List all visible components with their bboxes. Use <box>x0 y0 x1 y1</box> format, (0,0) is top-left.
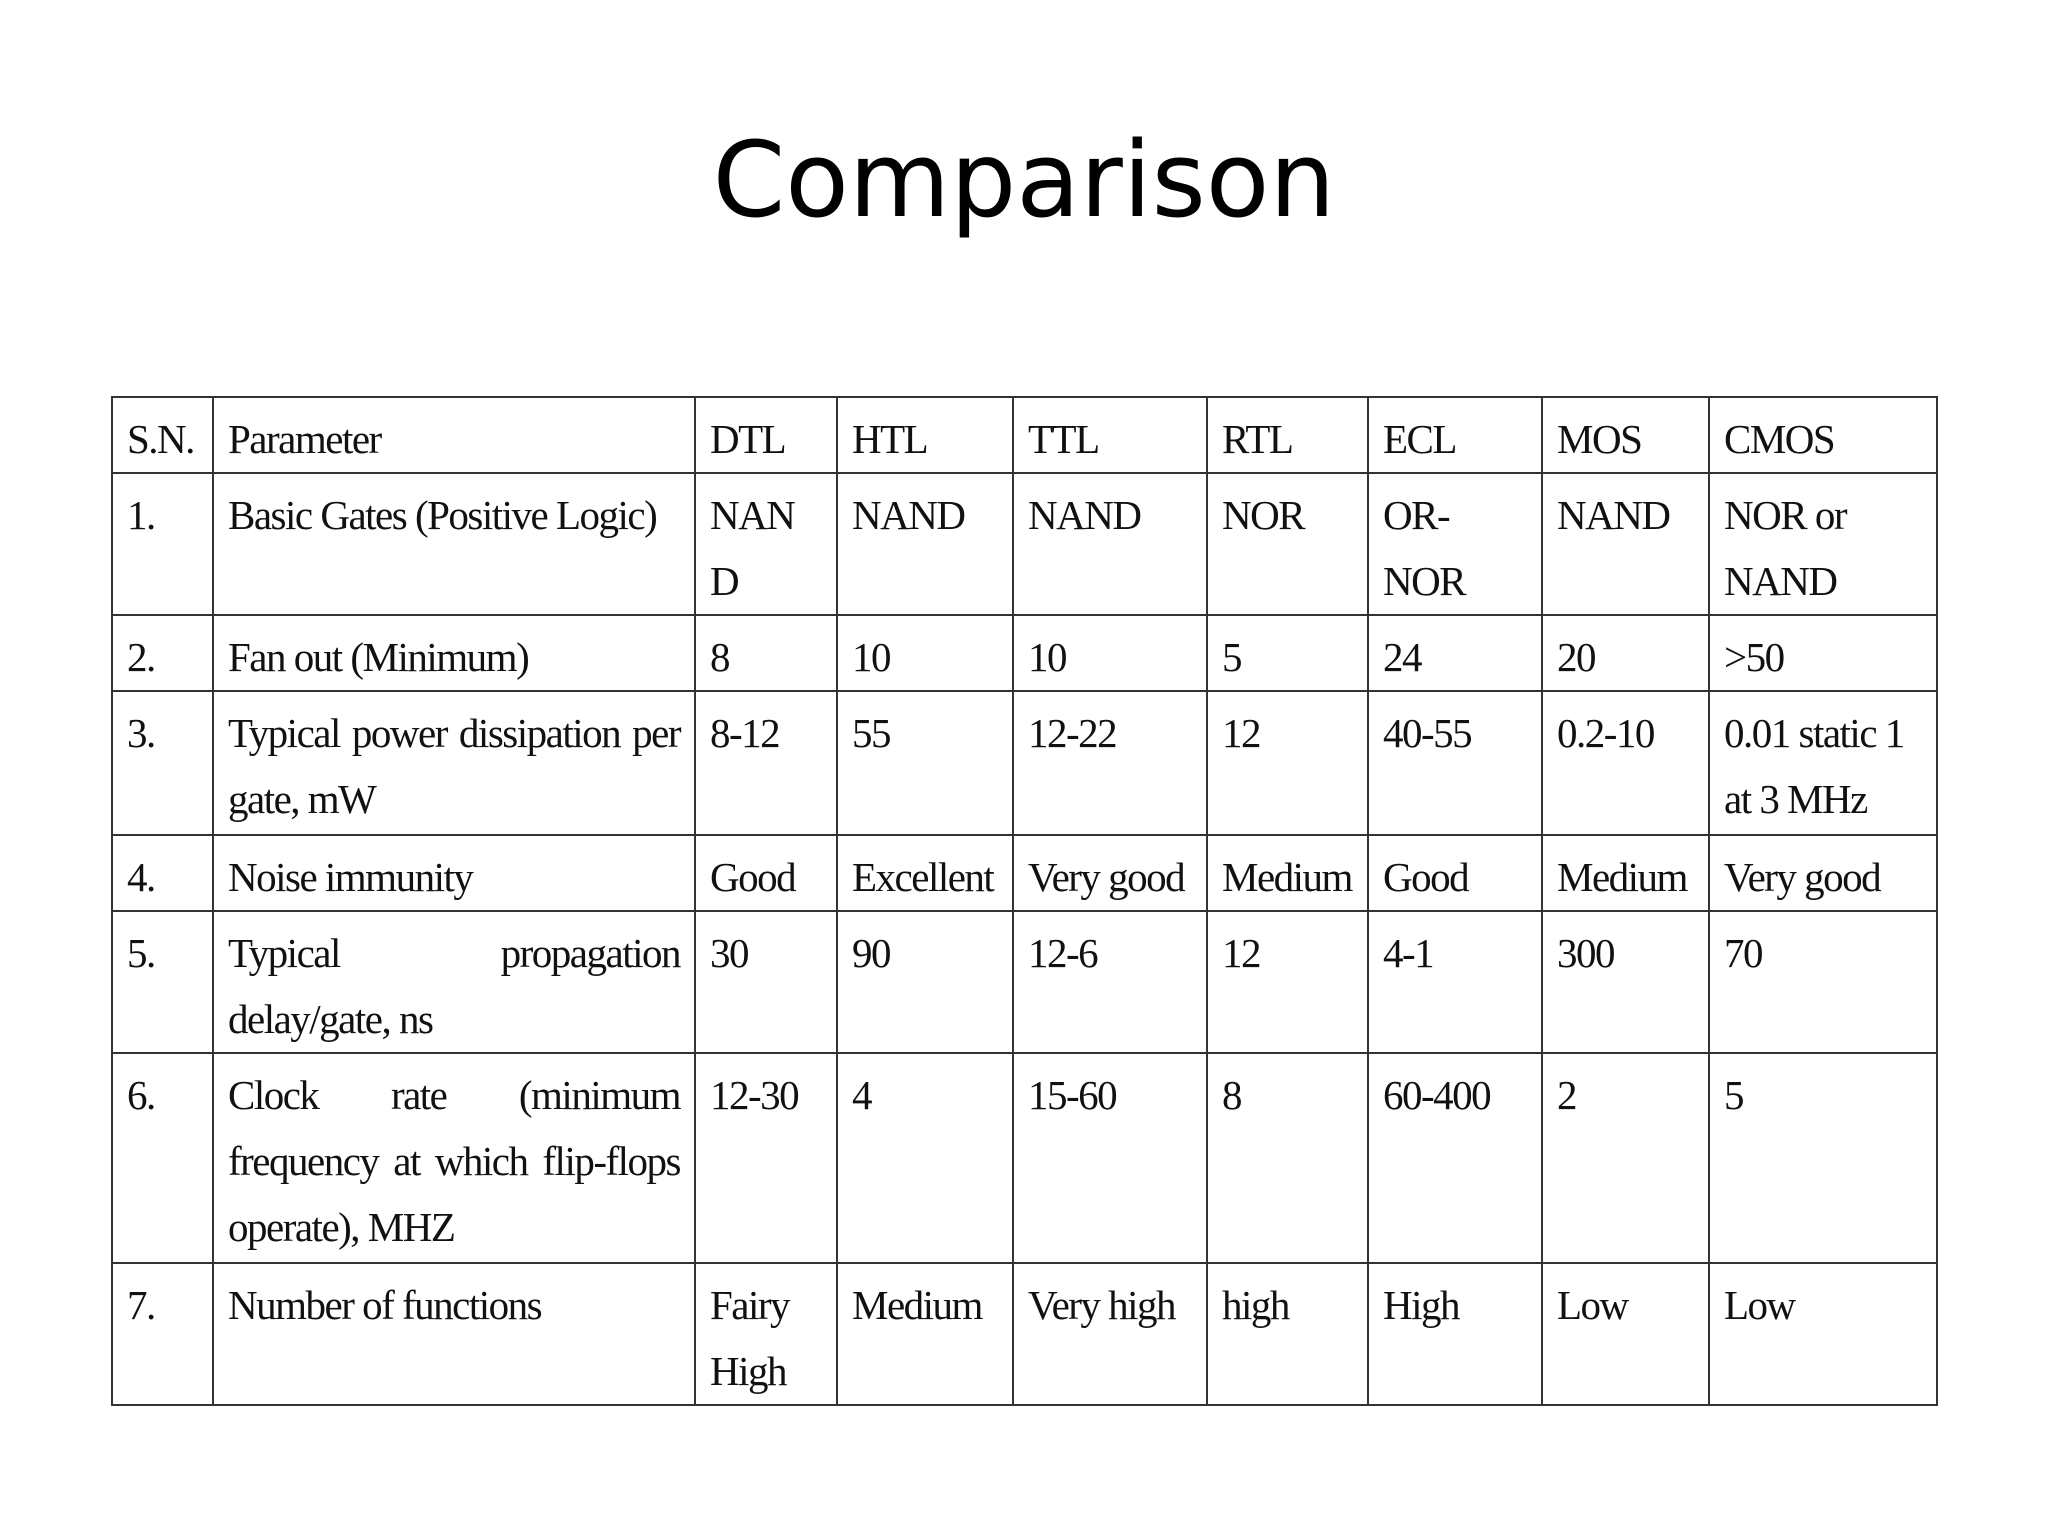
table-cell: Typical propagation delay/gate, ns <box>212 910 696 1054</box>
table-cell: Low <box>1541 1262 1710 1406</box>
table-cell: 12-30 <box>694 1052 838 1264</box>
table-cell: 2. <box>111 614 214 692</box>
table-row: 3. Typical power dissipation per gate, mW… <box>111 690 1938 836</box>
table-cell: 30 <box>694 910 838 1054</box>
table-row: 7. Number of functions Fairy High Medium Ver… <box>111 1262 1938 1406</box>
table-cell: 24 <box>1367 614 1543 692</box>
table-cell: 12-22 <box>1012 690 1208 836</box>
header-cell: TTL <box>1012 396 1208 474</box>
header-cell: S.N. <box>111 396 214 474</box>
table-cell: Very good <box>1012 834 1208 912</box>
table-cell: Noise immunity <box>212 834 696 912</box>
slide-title: Comparison <box>712 119 1336 241</box>
table-cell: Fairy High <box>694 1262 838 1406</box>
header-cell: ECL <box>1367 396 1543 474</box>
table-cell: 70 <box>1708 910 1938 1054</box>
table-cell: 2 <box>1541 1052 1710 1264</box>
header-cell: HTL <box>836 396 1014 474</box>
table-cell: Fan out (Minimum) <box>212 614 696 692</box>
table-cell: Medium <box>836 1262 1014 1406</box>
table-cell: 55 <box>836 690 1014 836</box>
table-cell: NAND <box>694 472 838 616</box>
table-cell: 5. <box>111 910 214 1054</box>
table-cell: 4-1 <box>1367 910 1543 1054</box>
header-row: S.N. Parameter DTL HTL TTL RTL ECL MOS CMOS <box>111 396 1938 474</box>
table-cell: 5 <box>1708 1052 1938 1264</box>
table-cell: Good <box>694 834 838 912</box>
table-cell: 0.01 static 1 at 3 MHz <box>1708 690 1938 836</box>
table-cell: Very high <box>1012 1262 1208 1406</box>
table-cell: NOR <box>1206 472 1369 616</box>
table-cell: Low <box>1708 1262 1938 1406</box>
table-cell: NAND <box>1012 472 1208 616</box>
table-cell: 6. <box>111 1052 214 1264</box>
table-cell: >50 <box>1708 614 1938 692</box>
table-cell: 0.2-10 <box>1541 690 1710 836</box>
table-row: 4. Noise immunity Good Excellent Very good Me… <box>111 834 1938 912</box>
comparison-table: S.N. Parameter DTL HTL TTL RTL ECL MOS CMOS 1. Bas… <box>111 396 1938 1406</box>
header-cell: CMOS <box>1708 396 1938 474</box>
table-cell: 12 <box>1206 690 1369 836</box>
table-cell: OR-NOR <box>1367 472 1543 616</box>
table-cell: Medium <box>1206 834 1369 912</box>
table-cell: high <box>1206 1262 1369 1406</box>
table-cell: 4. <box>111 834 214 912</box>
table-cell: 300 <box>1541 910 1710 1054</box>
table-cell: 4 <box>836 1052 1014 1264</box>
table-cell: Medium <box>1541 834 1710 912</box>
table-cell: 12-6 <box>1012 910 1208 1054</box>
table-cell: Clock rate (minimum frequency at which f… <box>212 1052 696 1264</box>
header-cell: RTL <box>1206 396 1369 474</box>
table-cell: NAND <box>1541 472 1710 616</box>
table-cell: High <box>1367 1262 1543 1406</box>
header-cell: Parameter <box>212 396 696 474</box>
table-row: 1. Basic Gates (Positive Logic) NAND NAND NA… <box>111 472 1938 616</box>
table-cell: Basic Gates (Positive Logic) <box>212 472 696 616</box>
table-row: 5. Typical propagation delay/gate, ns 30 90… <box>111 910 1938 1054</box>
table-cell: 15-60 <box>1012 1052 1208 1264</box>
table-cell: Typical power dissipation per gate, mW <box>212 690 696 836</box>
header-cell: MOS <box>1541 396 1710 474</box>
table-cell: 60-400 <box>1367 1052 1543 1264</box>
table-cell: NOR or NAND <box>1708 472 1938 616</box>
table-cell: 90 <box>836 910 1014 1054</box>
table-cell: 12 <box>1206 910 1369 1054</box>
table-row: 2. Fan out (Minimum) 8 10 10 5 24 20 >50 <box>111 614 1938 692</box>
header-cell: DTL <box>694 396 838 474</box>
table-cell: NAND <box>836 472 1014 616</box>
table-cell: 3. <box>111 690 214 836</box>
table-cell: Good <box>1367 834 1543 912</box>
table-cell: 20 <box>1541 614 1710 692</box>
table-cell: 5 <box>1206 614 1369 692</box>
table-cell: Excellent <box>836 834 1014 912</box>
table-cell: 7. <box>111 1262 214 1406</box>
table-cell: 8-12 <box>694 690 838 836</box>
table-row: 6. Clock rate (minimum frequency at which… <box>111 1052 1938 1264</box>
table-cell: 40-55 <box>1367 690 1543 836</box>
table-cell: 10 <box>836 614 1014 692</box>
table-cell: Number of functions <box>212 1262 696 1406</box>
table-cell: Very good <box>1708 834 1938 912</box>
table-cell: 10 <box>1012 614 1208 692</box>
table-cell: 8 <box>694 614 838 692</box>
table-body: S.N. Parameter DTL HTL TTL RTL ECL MOS CMOS 1. Bas… <box>111 396 1938 1406</box>
table-cell: 8 <box>1206 1052 1369 1264</box>
table-cell: 1. <box>111 472 214 616</box>
